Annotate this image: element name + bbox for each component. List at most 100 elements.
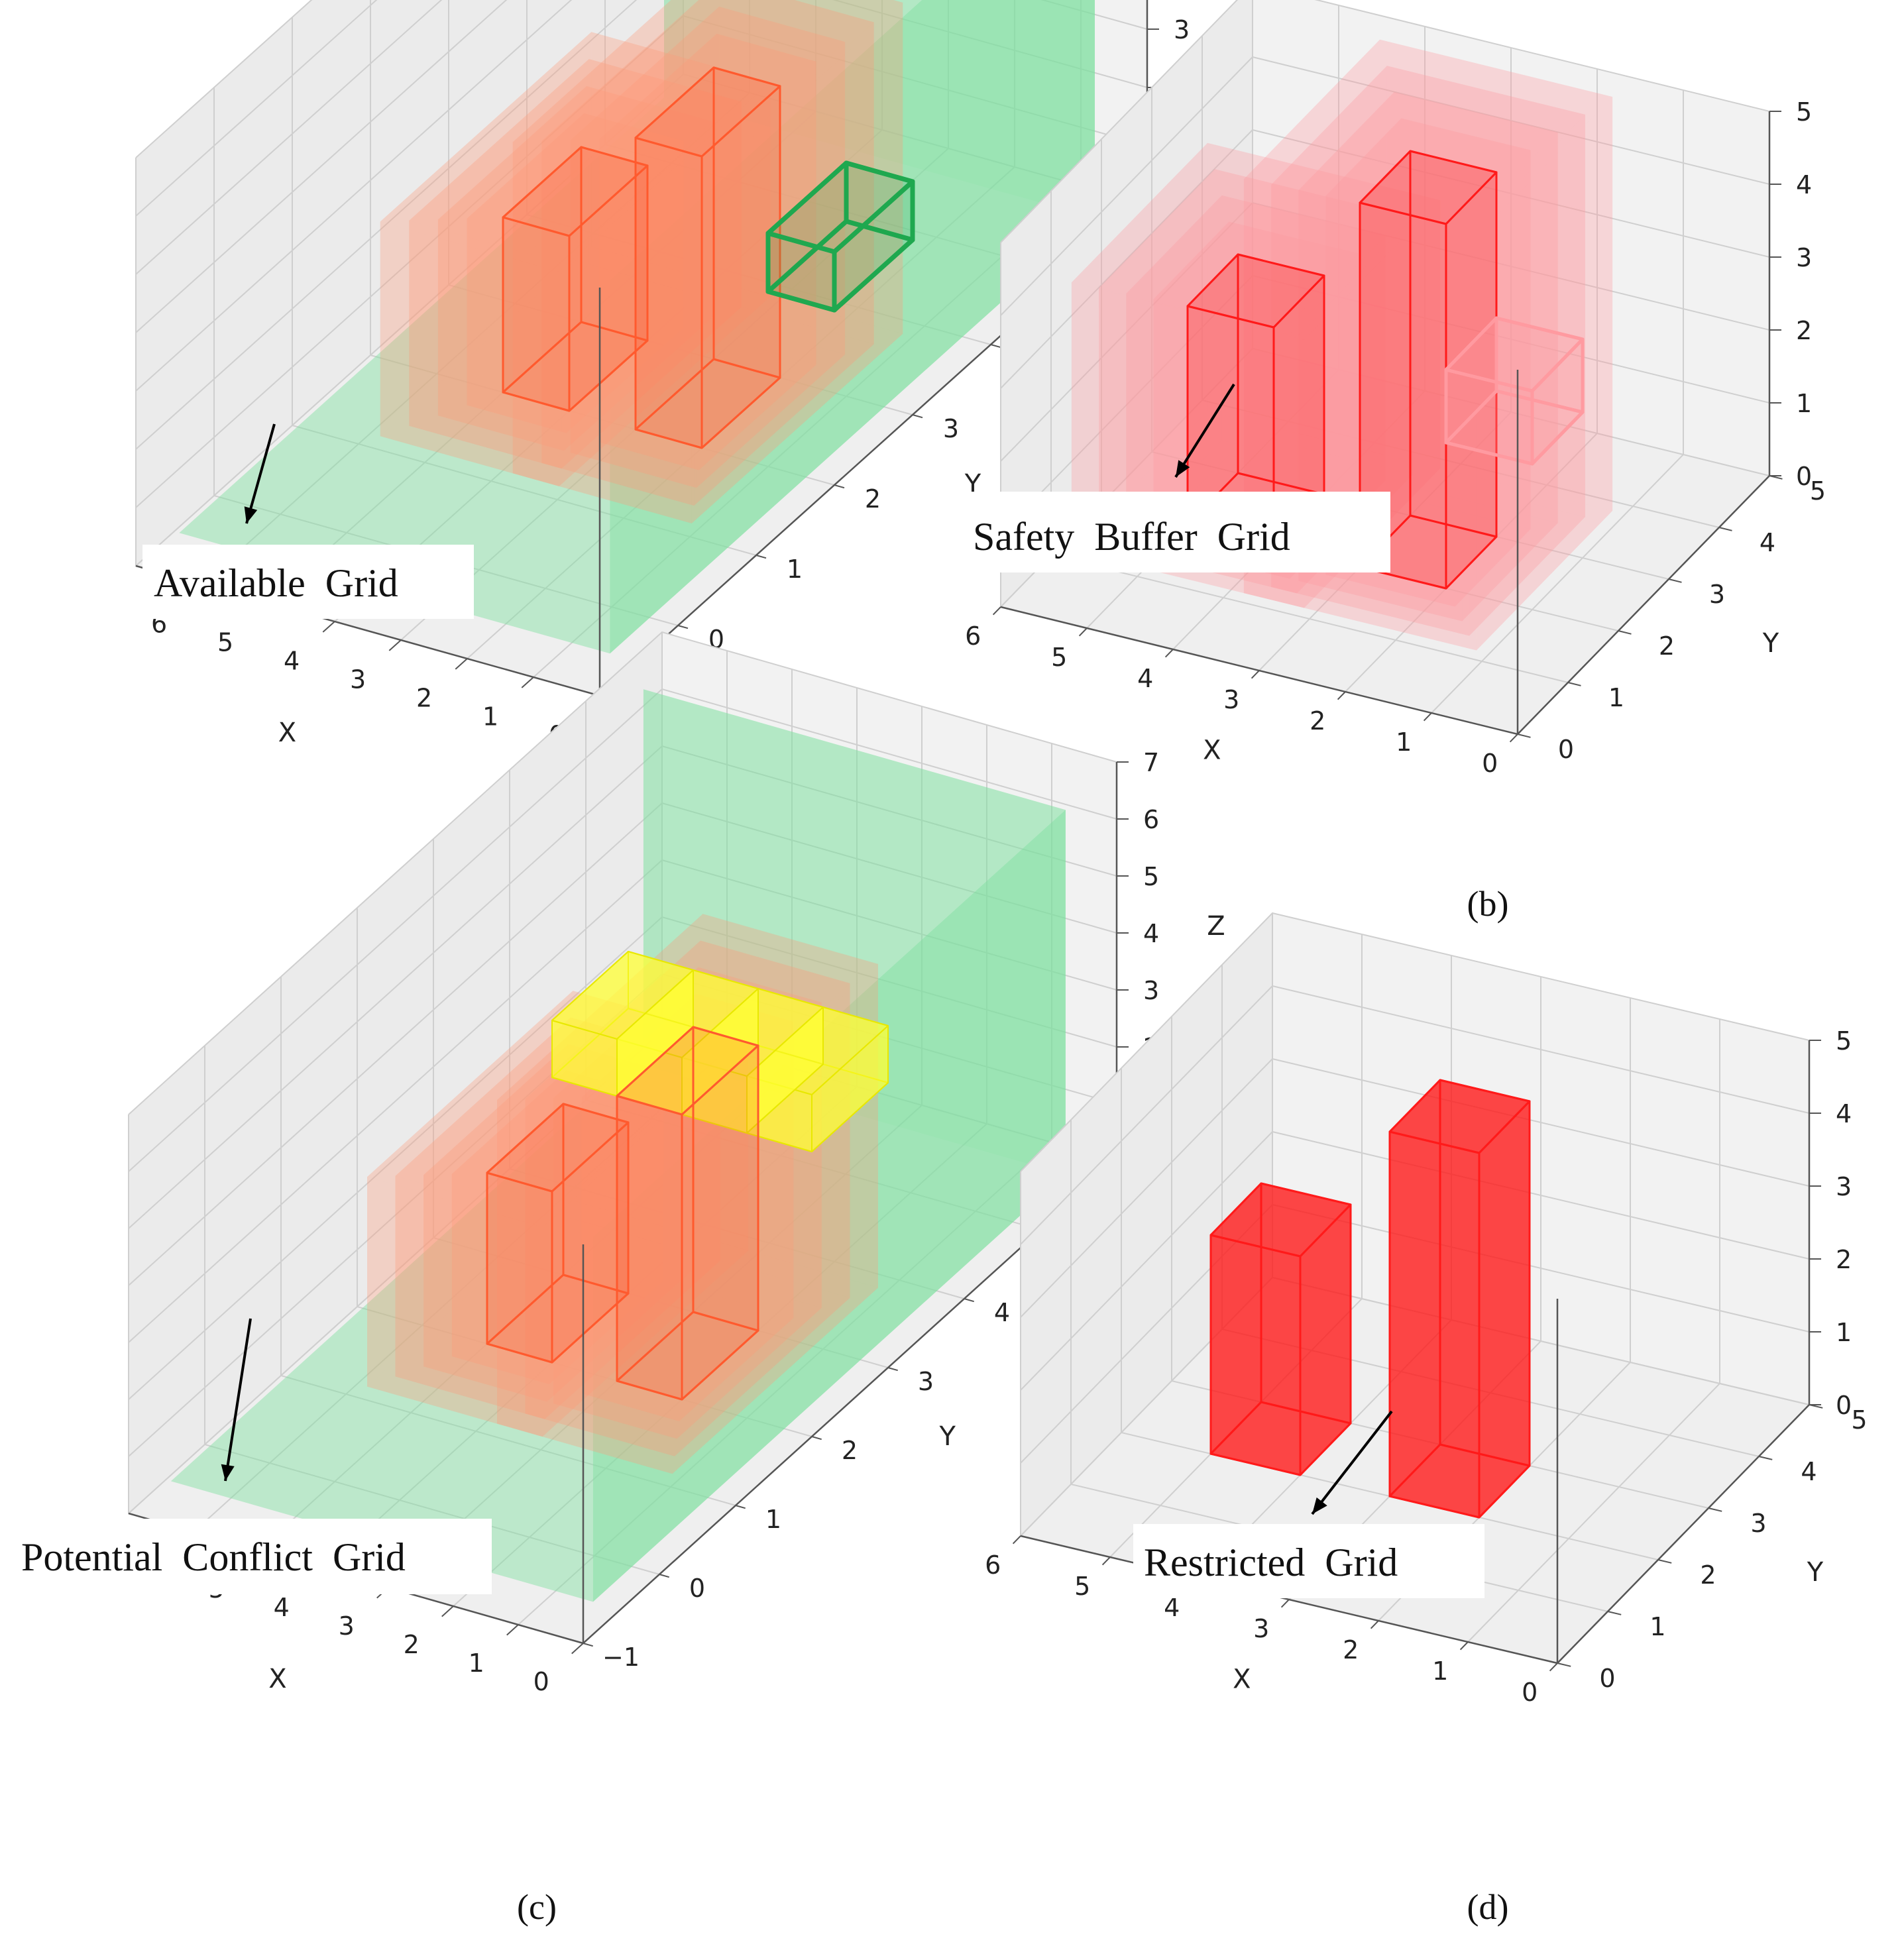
y-tick-label: 2 <box>1700 1560 1716 1590</box>
y-tick-mark <box>1618 630 1632 635</box>
z-tick-label: 4 <box>1836 1099 1852 1128</box>
buffer-halo <box>1282 253 1359 565</box>
buffer-halo <box>553 1272 822 1439</box>
x-tick-mark <box>1101 1556 1111 1566</box>
panel-caption: (d) <box>1467 1887 1509 1927</box>
x-tick-mark <box>1549 1662 1558 1672</box>
buffer-halo <box>1153 221 1229 533</box>
y-axis-line <box>1557 1404 1810 1664</box>
buffer-halo <box>599 337 816 470</box>
buffer-halo <box>409 59 589 426</box>
x-tick-mark <box>1251 670 1260 679</box>
y-tick-label: −1 <box>602 1643 640 1672</box>
x-tick-label: 0 <box>1522 1678 1538 1707</box>
buffer-halo <box>1221 195 1386 481</box>
buffer-halo <box>1386 66 1585 517</box>
buffer-halo <box>541 0 874 184</box>
callout-text: Potential Conflict Grid <box>21 1535 406 1579</box>
floor-pane <box>136 74 1147 696</box>
y-tick-label: 5 <box>1851 1405 1867 1435</box>
buffer-halo <box>1214 169 1413 475</box>
buffer-halo <box>367 1200 748 1437</box>
callout-box <box>1133 1524 1484 1598</box>
buffer-halo <box>437 282 713 451</box>
y-tick-mark <box>583 1643 593 1647</box>
buffer-halo <box>719 7 846 354</box>
panel-caption: (b) <box>1467 884 1509 924</box>
callout-text: Restricted Grid <box>1144 1541 1398 1584</box>
buffer-halo <box>423 1044 569 1367</box>
buffer-halo <box>451 1253 664 1384</box>
buffer-halo <box>409 59 742 264</box>
buffer-halo <box>563 121 713 451</box>
y-tick-mark <box>735 1505 746 1509</box>
x-tick-mark <box>992 606 1001 616</box>
buffer-halo <box>367 1177 543 1437</box>
buffer-halo <box>451 1070 664 1202</box>
buffer-halo <box>542 1040 748 1437</box>
obstacle-2 <box>486 1171 553 1364</box>
y-tick-mark <box>964 1298 974 1303</box>
x-axis-label: X <box>1203 735 1221 766</box>
x-tick-label: 4 <box>1137 664 1153 693</box>
buffer-halo <box>423 1175 547 1402</box>
buffer-halo <box>541 140 695 506</box>
gridline-z <box>1020 912 1810 1172</box>
x-axis-label: X <box>278 718 296 748</box>
obstacle-1 <box>1359 150 1498 225</box>
buffer-halo <box>467 113 684 246</box>
buffer-halo <box>1325 118 1402 575</box>
callout-arrow <box>245 423 276 524</box>
x-tick-mark <box>1280 1599 1290 1608</box>
back-pane-x <box>1001 0 1253 607</box>
y-tick-mark <box>811 1436 822 1441</box>
x-tick-label: 6 <box>965 622 981 651</box>
buffer-halo <box>599 138 699 470</box>
gridline-z <box>1000 274 1770 535</box>
y-tick-label: 0 <box>689 1574 705 1603</box>
y-tick-label: 3 <box>1709 580 1725 609</box>
x-tick-label: 5 <box>217 627 233 657</box>
x-tick-label: 4 <box>284 646 300 675</box>
x-tick-label: 2 <box>416 683 432 712</box>
highlight-cell <box>1444 316 1585 393</box>
y-tick-mark <box>1517 734 1531 738</box>
y-tick-mark <box>1758 1456 1773 1460</box>
buffer-halo <box>1469 114 1585 636</box>
buffer-halo <box>437 86 587 416</box>
buffer-halo <box>599 33 717 443</box>
gridline-z <box>135 0 443 275</box>
gridline-z <box>1000 56 1770 316</box>
y-tick-label: 3 <box>918 1367 934 1396</box>
z-tick-label: 2 <box>1836 1245 1852 1274</box>
obstacle-2 <box>1209 1234 1302 1476</box>
y-tick-mark <box>1708 1507 1722 1512</box>
buffer-halo <box>451 1070 567 1356</box>
buffer-halo <box>1298 91 1394 581</box>
x-tick-label: 3 <box>1223 685 1239 714</box>
obstacle-2 <box>1209 1182 1352 1258</box>
gridline-z <box>1000 201 1770 462</box>
buffer-halo <box>395 1017 571 1377</box>
z-tick-label: 2 <box>1796 316 1812 345</box>
x-tick-label: 6 <box>985 1551 1001 1580</box>
x-tick-label: 3 <box>1253 1614 1269 1643</box>
back-pane-x <box>1021 913 1272 1536</box>
buffer-halo <box>512 284 903 523</box>
x-tick-mark <box>1078 627 1088 637</box>
x-tick-mark <box>506 1624 519 1636</box>
x-tick-label: 1 <box>1396 728 1412 757</box>
y-tick-mark <box>1668 578 1682 583</box>
z-tick-label: 5 <box>1143 862 1159 891</box>
callout-arrow <box>224 1318 252 1482</box>
panel-b: 0 1 2 3 4 5 6 X 0 1 2 3 4 5 Y 0 1 2 3 4 5 Safety Buffer Grid (… <box>965 0 1826 924</box>
callout-arrow <box>1174 383 1235 478</box>
y-tick-label: 1 <box>765 1505 781 1534</box>
y-tick-label: 0 <box>1599 1664 1615 1693</box>
buffer-halo <box>1126 195 1222 539</box>
x-tick-label: 4 <box>274 1593 290 1622</box>
highlight-cell <box>765 160 915 254</box>
buffer-halo <box>1462 132 1558 622</box>
buffer-halo <box>541 0 722 463</box>
